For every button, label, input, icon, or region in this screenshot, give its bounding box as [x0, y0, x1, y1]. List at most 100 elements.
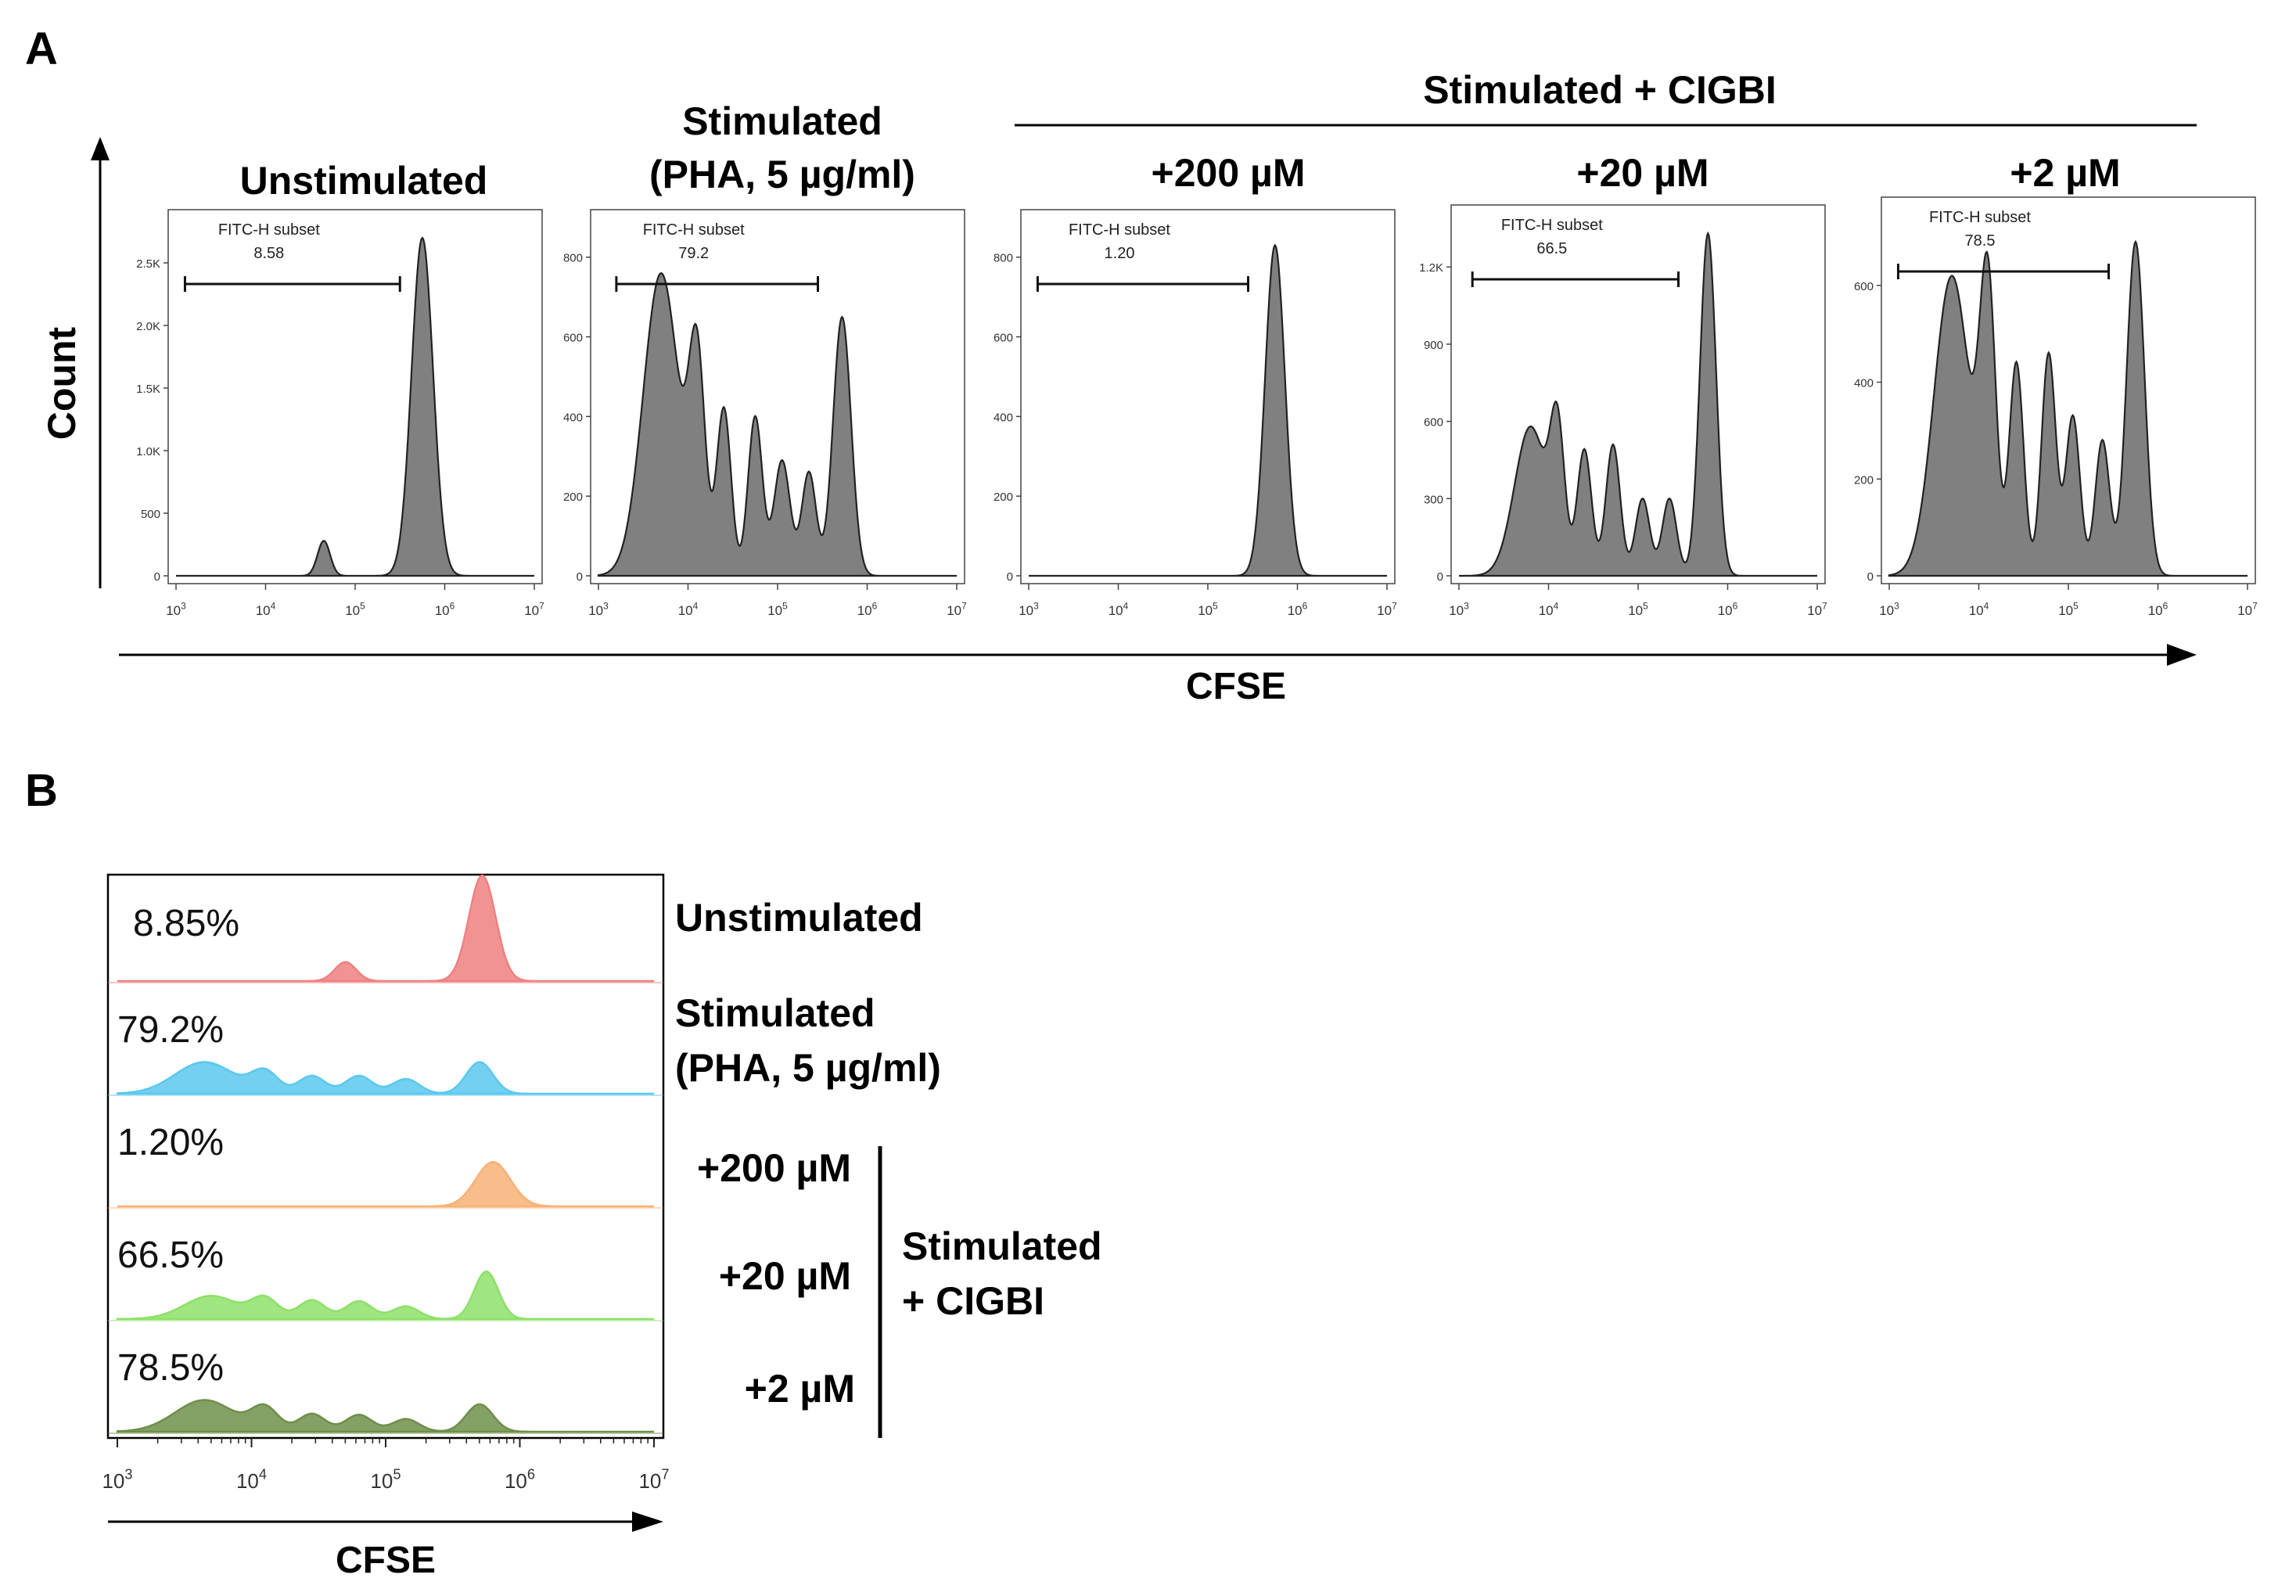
overlay-row-1: 79.2% — [108, 1009, 663, 1096]
panel-b-row-label-4: +2 µM — [745, 1367, 855, 1411]
x-tick-label: 104 — [1108, 600, 1129, 618]
overlay-percent: 66.5% — [117, 1235, 224, 1276]
plot-title: +20 µM — [1576, 151, 1709, 195]
y-tick-label: 200 — [993, 491, 1013, 504]
x-tick-label: 106 — [435, 600, 455, 618]
y-tick-label: 400 — [563, 411, 583, 424]
x-tick-label: 107 — [2237, 600, 2258, 618]
x-tick-label: 105 — [2058, 600, 2079, 618]
x-tick-label: 106 — [1718, 600, 1738, 618]
x-tick-label: 107 — [638, 1466, 669, 1493]
panel-b-x-arrow-head — [632, 1512, 663, 1532]
y-tick-label: 0 — [577, 570, 583, 584]
x-tick-label: 103 — [1449, 600, 1469, 618]
panel-a-x-axis-label: CFSE — [1186, 666, 1286, 707]
x-tick-label: 103 — [166, 600, 186, 618]
x-tick-label: 104 — [678, 600, 699, 618]
panel-b-row-label-0: Unstimulated — [675, 896, 923, 940]
y-tick-label: 2.0K — [136, 320, 160, 333]
panel-b-row-label-2: +200 µM — [697, 1146, 851, 1190]
x-tick-label: 106 — [505, 1466, 535, 1493]
x-tick-label: 104 — [1539, 600, 1559, 618]
panel-a-y-axis-label: Count — [40, 326, 84, 440]
x-tick-label: 106 — [1288, 600, 1308, 618]
y-tick-label: 800 — [563, 252, 583, 265]
y-tick-label: 1.0K — [136, 445, 160, 458]
y-tick-label: 300 — [1424, 493, 1443, 506]
panel-a-plots: Unstimulated 0 500 1.0K 1.5K 2.0K 2.5K 103 104 10… — [136, 99, 2258, 618]
overlay-percent: 8.85% — [133, 903, 239, 944]
x-tick-label: 103 — [588, 600, 609, 618]
histogram-A-5: +2 µM 0 200 400 600 103 104 105 106 107 FITC-H sub… — [1854, 151, 2258, 618]
y-tick-label: 600 — [1854, 280, 1874, 293]
panel-a-letter: A — [25, 23, 58, 74]
y-tick-label: 800 — [993, 252, 1013, 265]
y-tick-label: 1.2K — [1419, 261, 1443, 275]
plot-title: Stimulated — [682, 99, 882, 143]
panel-b-group-label-1: Stimulated — [902, 1224, 1102, 1268]
plot-frame — [167, 209, 543, 584]
overlay-percent: 1.20% — [117, 1122, 224, 1163]
x-tick-label: 105 — [1628, 600, 1648, 618]
x-tick-label: 105 — [345, 600, 365, 618]
plot-frame — [1020, 209, 1396, 584]
y-tick-label: 0 — [1437, 570, 1443, 584]
histogram-A-1: Unstimulated 0 500 1.0K 1.5K 2.0K 2.5K 103 104 10… — [136, 159, 544, 618]
y-tick-label: 400 — [993, 411, 1013, 424]
panel-a-group-label: Stimulated + CIGBI — [1423, 68, 1776, 112]
overlay-area — [116, 1061, 654, 1095]
gate-value: 78.5 — [1965, 232, 1996, 250]
x-tick-label: 104 — [1969, 600, 1989, 618]
panel-a-y-arrow-head — [91, 137, 110, 160]
gate-label: FITC-H subset — [1501, 217, 1603, 234]
overlay-percent: 79.2% — [117, 1009, 224, 1051]
overlay-area — [117, 1161, 654, 1208]
overlay-area — [117, 874, 654, 983]
panel-a-x-arrow-head — [2167, 644, 2197, 666]
gate-value: 66.5 — [1536, 240, 1567, 257]
panel-b-plot: 8.85% 79.2% 1.20% 66.5% 78.5% 103 104 105 106 107 — [102, 874, 670, 1493]
overlay-area — [116, 1270, 654, 1321]
x-tick-label: 104 — [236, 1466, 267, 1493]
overlay-area — [116, 1399, 654, 1433]
y-tick-label: 200 — [563, 491, 583, 504]
overlay-row-2: 1.20% — [108, 1122, 663, 1209]
y-tick-label: 0 — [154, 570, 160, 584]
histogram-area — [597, 271, 957, 577]
x-tick-label: 103 — [1879, 600, 1899, 618]
panel-b-row-label-3: +20 µM — [719, 1254, 851, 1298]
x-tick-label: 107 — [947, 600, 967, 618]
y-tick-label: 1.5K — [136, 383, 160, 396]
panel-b-row-label-1a: Stimulated — [675, 991, 875, 1035]
overlay-row-3: 66.5% — [108, 1235, 663, 1321]
x-tick-label: 103 — [1019, 600, 1039, 618]
x-tick-label: 103 — [102, 1466, 132, 1493]
y-tick-label: 600 — [993, 332, 1013, 345]
overlay-row-4: 78.5% — [108, 1347, 663, 1434]
histogram-A-2: Stimulated (PHA, 5 µg/ml) 0 200 400 600 800 103… — [563, 99, 967, 618]
y-tick-label: 0 — [1007, 570, 1013, 584]
x-tick-label: 106 — [857, 600, 878, 618]
x-tick-label: 105 — [767, 600, 788, 618]
y-tick-label: 600 — [1424, 416, 1443, 430]
y-tick-label: 500 — [141, 508, 160, 521]
x-tick-label: 107 — [524, 600, 544, 618]
gate-label: FITC-H subset — [1929, 209, 2031, 226]
plot-title: +2 µM — [2010, 151, 2120, 195]
gate-value: 8.58 — [253, 245, 284, 262]
gate-label: FITC-H subset — [218, 221, 320, 239]
panel-b-x-axis-label: CFSE — [336, 1540, 436, 1581]
x-tick-label: 104 — [256, 600, 276, 618]
plot-title: +200 µM — [1152, 151, 1306, 195]
histogram-area — [1029, 243, 1387, 577]
x-tick-label: 107 — [1377, 600, 1397, 618]
histogram-A-4: +20 µM 0 300 600 900 1.2K 103 104 105 106 107 FITC-… — [1419, 151, 1827, 618]
overlay-row-0: 8.85% — [108, 874, 663, 983]
plot-title: Unstimulated — [240, 159, 488, 203]
gate-value: 1.20 — [1105, 245, 1135, 262]
panel-b-row-label-1b: (PHA, 5 µg/ml) — [675, 1046, 941, 1090]
histogram-A-3: +200 µM 0 200 400 600 800 103 104 105 106 107 FITC-… — [993, 151, 1397, 618]
overlay-percent: 78.5% — [117, 1347, 224, 1389]
y-tick-label: 600 — [563, 332, 583, 345]
y-tick-label: 0 — [1867, 570, 1874, 584]
